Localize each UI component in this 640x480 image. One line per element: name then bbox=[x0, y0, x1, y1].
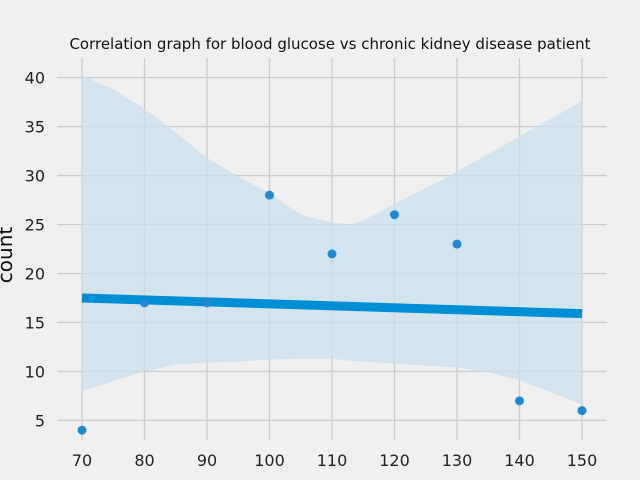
x-tick-label: 130 bbox=[442, 451, 473, 470]
y-tick-label: 40 bbox=[25, 69, 45, 88]
y-tick-label: 15 bbox=[25, 313, 45, 332]
data-point bbox=[452, 239, 462, 249]
data-point bbox=[140, 298, 149, 308]
y-tick-label: 20 bbox=[25, 264, 45, 283]
x-tick-label: 110 bbox=[317, 451, 348, 470]
x-tick-label: 70 bbox=[72, 451, 92, 470]
y-tick-label: 25 bbox=[25, 216, 45, 235]
x-tick-label: 90 bbox=[197, 451, 217, 470]
data-points bbox=[77, 190, 587, 435]
y-tick-label: 30 bbox=[25, 167, 45, 186]
data-point bbox=[577, 406, 587, 416]
data-point bbox=[327, 249, 337, 259]
tick-labels: 70 80 90 100 110 120 130 140 150 5 10 15 20 25 30 35 40 bbox=[25, 69, 598, 470]
x-tick-label: 80 bbox=[134, 451, 154, 470]
y-tick-label: 10 bbox=[25, 362, 45, 381]
regression-line-group bbox=[81, 293, 583, 319]
y-axis-label: count bbox=[0, 227, 17, 284]
y-tick-label: 35 bbox=[25, 118, 45, 137]
x-tick-label: 120 bbox=[379, 451, 410, 470]
y-tick-label: 5 bbox=[35, 411, 45, 430]
chart-title: Correlation graph for blood glucose vs c… bbox=[69, 35, 590, 53]
x-tick-label: 150 bbox=[567, 451, 598, 470]
data-point bbox=[390, 210, 399, 220]
data-point bbox=[515, 396, 524, 406]
regression-line bbox=[81, 293, 583, 319]
x-tick-label: 140 bbox=[504, 451, 535, 470]
confidence-band-group bbox=[82, 75, 582, 405]
data-point bbox=[265, 190, 274, 200]
x-tick-label: 100 bbox=[254, 451, 285, 470]
confidence-band bbox=[82, 75, 582, 405]
data-point bbox=[77, 425, 87, 435]
data-point bbox=[202, 298, 212, 308]
